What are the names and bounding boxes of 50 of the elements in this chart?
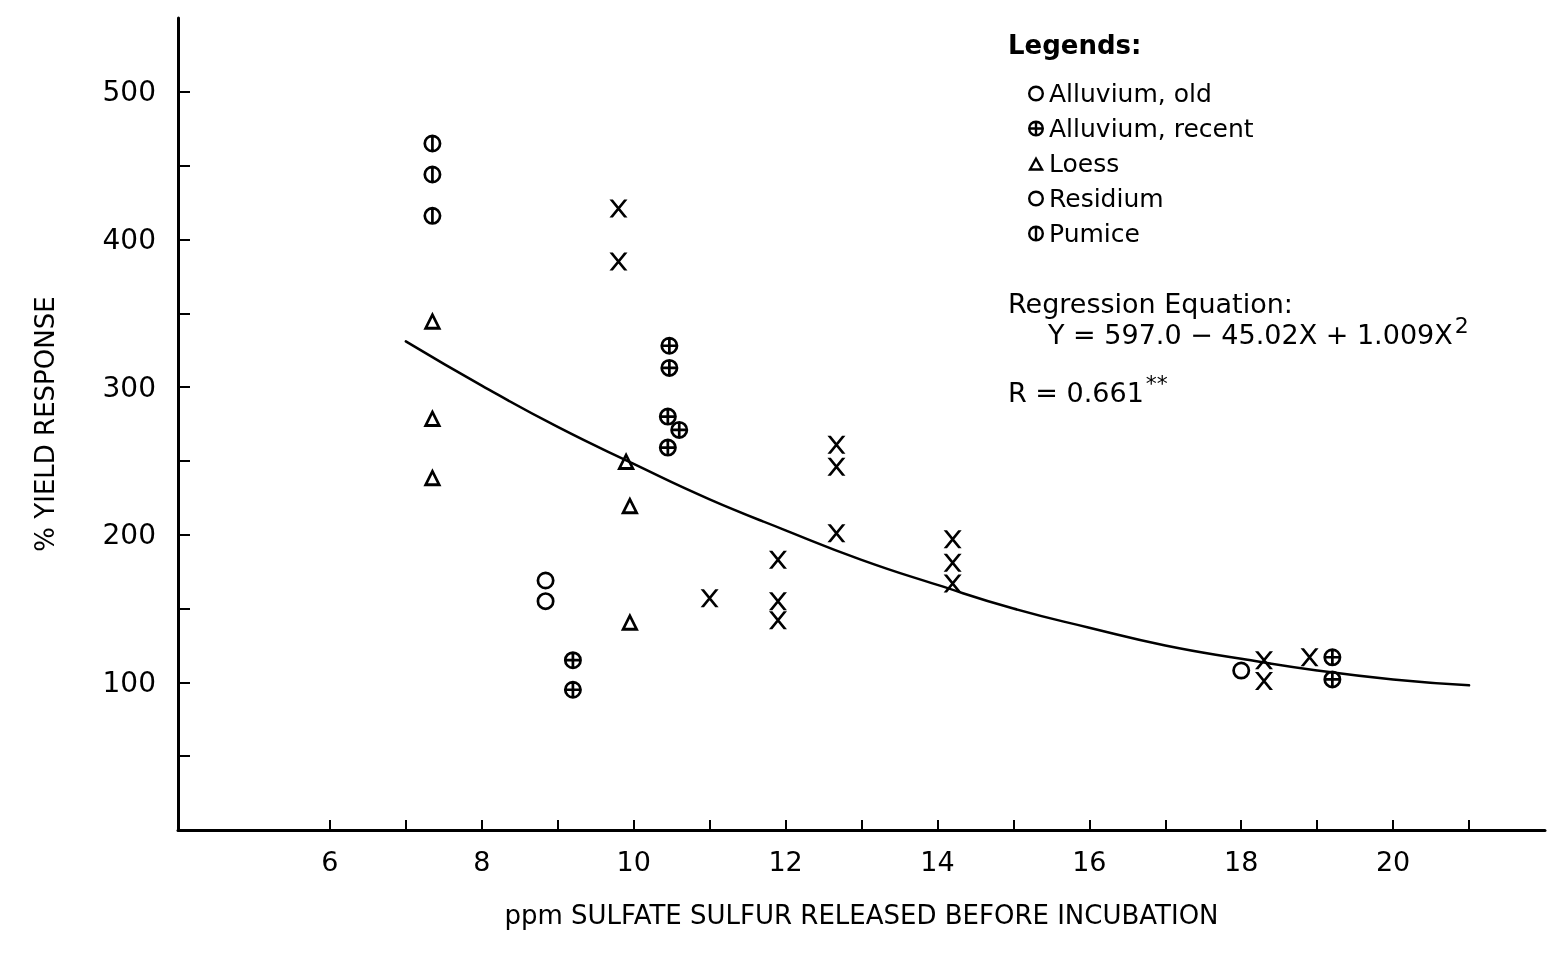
legend-label: Residium [1049,184,1164,213]
point [536,571,555,590]
x-tick-label: 14 [920,846,955,877]
point [1300,648,1319,667]
point [423,206,442,225]
point [768,550,787,569]
point [1232,661,1251,680]
x-axis-title: ppm SULFATE SULFUR RELEASED BEFORE INCUBATION [504,900,1219,930]
y-tick-label: 200 [102,518,156,552]
annotation: R = 0.661** [1008,370,1168,408]
point [827,457,846,476]
y-tick-label: 100 [102,665,156,699]
point [423,134,442,153]
point [620,612,639,631]
y-tick-label: 300 [102,370,156,404]
x-tick-label: 18 [1224,846,1259,877]
x-tick-label: 8 [473,846,491,877]
point [827,524,846,543]
point [943,553,962,572]
x-tick-label: 12 [768,846,803,877]
legend-title: Legends: [1008,30,1142,60]
x-tick-label: 16 [1072,846,1107,877]
x-tick-label: 6 [321,846,339,877]
x-tick-label: 10 [616,846,651,877]
legend-label: Loess [1049,149,1120,178]
point [660,336,679,355]
point [943,530,962,549]
point [609,199,628,218]
point [423,468,442,487]
x-tick-label: 20 [1375,846,1411,877]
point [609,252,628,271]
point [658,438,677,457]
point [768,611,787,630]
legend-label: Alluvium, recent [1049,114,1254,143]
point [423,409,442,428]
point [620,496,639,515]
point [1323,648,1342,667]
point [700,589,719,608]
y-tick-label: 500 [102,75,156,109]
point [1255,671,1274,690]
point [423,165,442,184]
y-tick-label: 400 [102,222,156,256]
point [768,592,787,611]
y-axis-title: % YIELD RESPONSE [30,296,60,552]
legend-label: Alluvium, old [1049,79,1212,108]
point [827,435,846,454]
point [658,407,677,426]
point [423,311,442,330]
legend-label: Pumice [1049,219,1140,248]
point [536,592,555,611]
